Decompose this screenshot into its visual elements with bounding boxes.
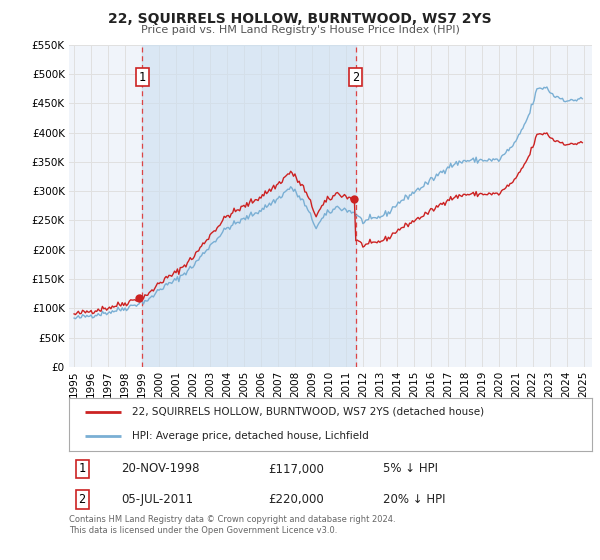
Text: £117,000: £117,000: [268, 463, 323, 475]
Text: HPI: Average price, detached house, Lichfield: HPI: Average price, detached house, Lich…: [132, 431, 368, 441]
Text: 20% ↓ HPI: 20% ↓ HPI: [383, 493, 445, 506]
Bar: [142, 45, 356, 367]
Text: 1: 1: [139, 71, 146, 83]
Text: 2: 2: [79, 493, 86, 506]
Text: 22, SQUIRRELS HOLLOW, BURNTWOOD, WS7 2YS: 22, SQUIRRELS HOLLOW, BURNTWOOD, WS7 2YS: [108, 12, 492, 26]
Text: 20-NOV-1998: 20-NOV-1998: [121, 463, 200, 475]
Text: 05-JUL-2011: 05-JUL-2011: [121, 493, 193, 506]
Text: 22, SQUIRRELS HOLLOW, BURNTWOOD, WS7 2YS (detached house): 22, SQUIRRELS HOLLOW, BURNTWOOD, WS7 2YS…: [132, 407, 484, 417]
Text: 2: 2: [352, 71, 359, 83]
Text: £220,000: £220,000: [268, 493, 323, 506]
Text: Price paid vs. HM Land Registry's House Price Index (HPI): Price paid vs. HM Land Registry's House …: [140, 25, 460, 35]
Text: 1: 1: [79, 463, 86, 475]
Text: Contains HM Land Registry data © Crown copyright and database right 2024.
This d: Contains HM Land Registry data © Crown c…: [69, 515, 395, 535]
Text: 5% ↓ HPI: 5% ↓ HPI: [383, 463, 438, 475]
